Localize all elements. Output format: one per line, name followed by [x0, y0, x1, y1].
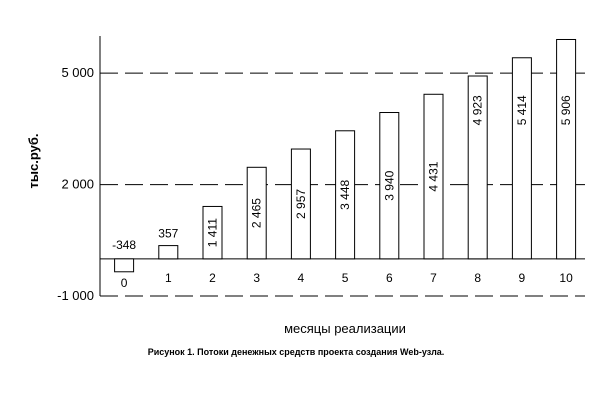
y-tick-label: 5 000 [61, 65, 94, 80]
bars [114, 38, 577, 273]
bar [290, 148, 311, 260]
bar [556, 38, 577, 260]
bar [467, 75, 488, 260]
data-label: 3 940 [382, 170, 396, 200]
x-tick-label: 2 [209, 271, 216, 285]
x-tick-label: 10 [559, 271, 573, 285]
data-labels: -348 357 1 411 2 465 2 957 3 448 3 940 4 431 4 9… [112, 95, 573, 252]
data-label: -348 [112, 238, 136, 252]
figure-caption: Рисунок 1. Потоки денежных средств проек… [147, 347, 445, 357]
x-tick-label: 5 [342, 271, 349, 285]
x-tick-label: 8 [474, 271, 481, 285]
y-tick-labels: -1 000 2 000 5 000 [57, 65, 94, 303]
y-axis-label: тыс.руб. [26, 134, 41, 189]
bar [246, 166, 267, 260]
bar [335, 130, 356, 260]
x-axis-label: месяцы реализации [284, 321, 406, 336]
x-tick-label: 3 [253, 271, 260, 285]
data-label: 2 465 [250, 198, 264, 228]
data-label: 5 414 [515, 95, 529, 125]
x-tick-label: 6 [386, 271, 393, 285]
data-label: 4 923 [471, 95, 485, 125]
y-tick-label: -1 000 [57, 288, 94, 303]
x-tick-label: 0 [121, 276, 128, 290]
data-label: 357 [158, 227, 178, 241]
data-label: 1 411 [206, 218, 220, 247]
data-label: 2 957 [294, 189, 308, 219]
bar [423, 93, 444, 260]
y-tick-label: 2 000 [61, 177, 94, 192]
x-tick-labels: 0 1 2 3 4 5 6 7 8 9 10 [121, 271, 573, 290]
bar [379, 112, 400, 260]
data-label: 4 431 [427, 161, 441, 191]
x-tick-label: 9 [519, 271, 526, 285]
x-tick-label: 4 [298, 271, 305, 285]
bar [158, 245, 179, 260]
data-label: 3 448 [338, 179, 352, 209]
x-tick-label: 1 [165, 271, 172, 285]
x-tick-label: 7 [430, 271, 437, 285]
bar [511, 57, 532, 260]
data-label: 5 906 [559, 95, 573, 125]
bar [202, 205, 223, 260]
bar [114, 258, 135, 273]
